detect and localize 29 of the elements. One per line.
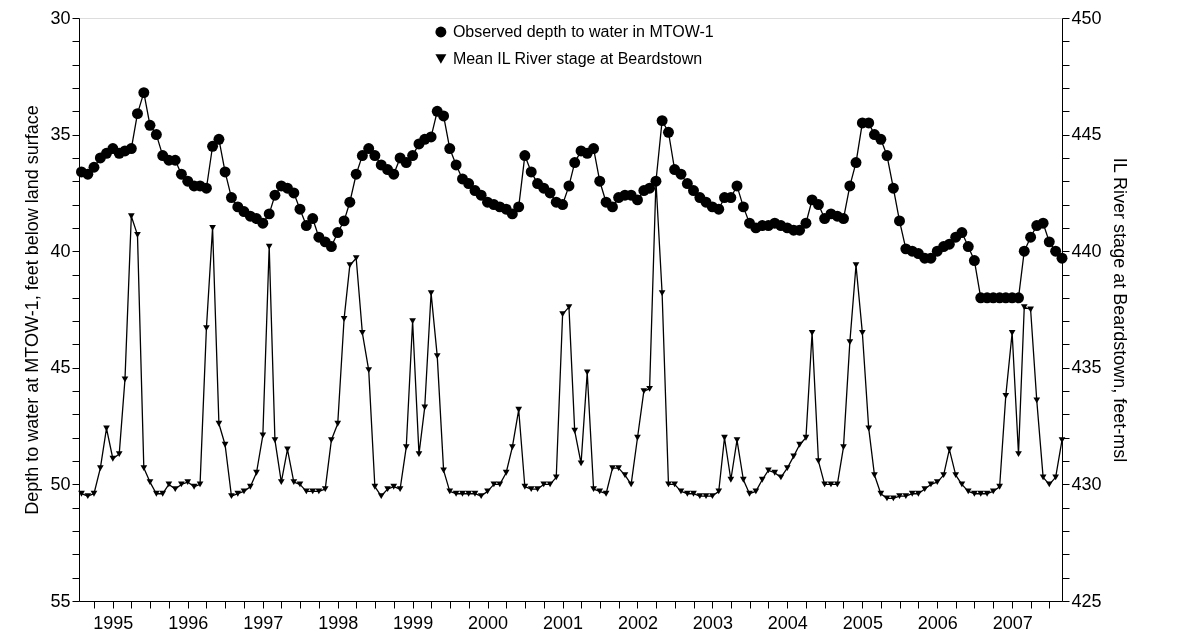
y-tick-label: 45 — [50, 357, 71, 378]
y2-tick-label: 445 — [1071, 124, 1102, 145]
y2-tick-label: 450 — [1071, 7, 1102, 28]
y-tick-label: 40 — [50, 240, 71, 261]
y2-tick-label: 435 — [1071, 357, 1102, 378]
legend-label: Mean IL River stage at Beardstown — [452, 50, 703, 67]
y-tick-label: 35 — [50, 124, 71, 145]
x-tick-label: 1996 — [168, 612, 209, 633]
y-tick-label: 55 — [50, 590, 71, 611]
legend-label: Observed depth to water in MTOW-1 — [452, 23, 714, 40]
y2-axis-title: IL River stage at Beardstown, feet-msl — [1109, 157, 1130, 463]
y-axis-title: Depth to water at MTOW-1, feet below land surface — [22, 105, 43, 515]
y2-tick-label: 425 — [1071, 590, 1102, 611]
x-tick-label: 2006 — [917, 612, 958, 633]
x-tick-label: 2002 — [617, 612, 659, 633]
y2-tick-label: 440 — [1071, 240, 1102, 261]
x-tick-label: 1997 — [243, 612, 284, 633]
x-tick-label: 2003 — [692, 612, 733, 633]
x-tick-label: 2004 — [767, 612, 808, 633]
x-tick-label: 1998 — [318, 612, 359, 633]
y-tick-label: 30 — [50, 7, 71, 28]
x-tick-label: 2005 — [842, 612, 883, 633]
x-tick-label: 2000 — [467, 612, 509, 633]
x-tick-label: 1999 — [393, 612, 434, 633]
x-tick-label: 2001 — [543, 612, 584, 633]
y-tick-label: 50 — [50, 473, 71, 494]
x-tick-label: 2007 — [992, 612, 1033, 633]
x-tick-label: 1995 — [93, 612, 134, 633]
y2-tick-label: 430 — [1071, 473, 1102, 494]
